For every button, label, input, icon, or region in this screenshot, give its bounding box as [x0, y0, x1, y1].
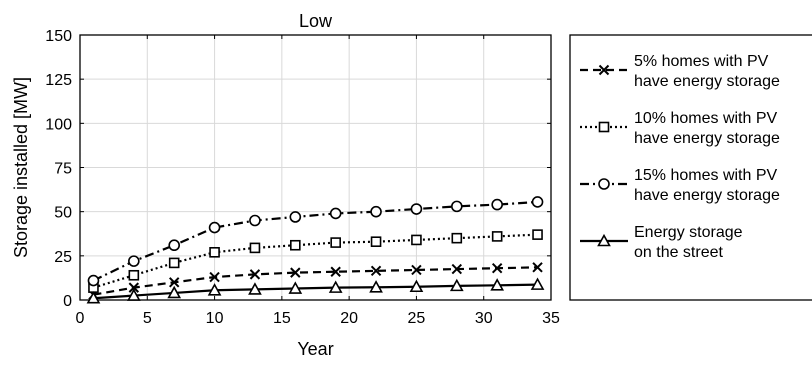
x-tick-label: 15 [273, 310, 291, 327]
data-point [410, 203, 423, 215]
series-4 [86, 277, 545, 304]
chart-title: Low [299, 11, 333, 31]
legend-item-3: 15% homes with PV have energy storage [580, 167, 780, 204]
x-tick-label: 20 [340, 310, 358, 327]
data-point [330, 237, 341, 248]
legend-label: have energy storage [634, 187, 780, 204]
y-tick-label: 125 [45, 72, 72, 89]
data-point [451, 232, 463, 244]
data-point [449, 278, 464, 292]
legend-label: 5% homes with PV [634, 53, 769, 70]
data-point [409, 279, 424, 293]
series-1 [88, 262, 543, 300]
data-point [128, 269, 140, 281]
series-3 [87, 196, 544, 287]
data-point [128, 282, 140, 293]
legend-box [569, 34, 812, 301]
data-point [168, 257, 180, 269]
data-point [207, 283, 222, 296]
axis-ticks: 0 5 10 15 20 25 30 35 0 25 50 75 100 125 150 [45, 28, 560, 327]
y-tick-label: 50 [54, 205, 72, 222]
data-point [290, 239, 301, 251]
legend-label: have energy storage [634, 130, 780, 147]
data-point [128, 255, 140, 267]
x-tick-label: 10 [206, 310, 224, 327]
y-tick-label: 25 [54, 249, 72, 266]
data-point [249, 214, 261, 227]
x-tick-label: 30 [475, 310, 493, 327]
series-line [93, 283, 538, 300]
legend-label: have energy storage [634, 73, 780, 90]
legend-swatch-marker [598, 64, 610, 76]
legend-label: on the street [634, 244, 724, 261]
data-point [532, 229, 543, 240]
series-2 [88, 229, 543, 293]
data-point [369, 280, 383, 293]
data-point [450, 200, 463, 213]
data-point [491, 262, 503, 274]
data-point [411, 264, 422, 276]
data-point [208, 221, 221, 234]
legend-item-1: 5% homes with PV have energy storage [580, 53, 780, 90]
data-point [289, 211, 302, 223]
legend-label: 15% homes with PV [634, 167, 778, 184]
x-tick-label: 0 [76, 310, 85, 327]
series-line [92, 200, 538, 282]
data-point [411, 234, 422, 246]
y-axis-title: Storage installed [MW] [11, 77, 31, 258]
data-point [530, 277, 545, 290]
data-point [532, 262, 543, 273]
legend-item-2: 10% homes with PV have energy storage [580, 110, 780, 147]
data-point [209, 247, 220, 258]
legend-label: Energy storage [634, 224, 743, 241]
data-point [451, 263, 463, 275]
data-point [126, 288, 141, 301]
data-point [328, 280, 343, 293]
data-point [249, 242, 261, 254]
data-point [330, 266, 341, 277]
x-axis-title: Year [297, 339, 333, 359]
data-point [86, 291, 101, 304]
x-tick-label: 35 [542, 310, 560, 327]
data-point [329, 207, 342, 220]
series-line [93, 233, 538, 289]
legend-item-4: Energy storage on the street [580, 224, 743, 261]
legend-swatch-marker [597, 233, 611, 247]
data-point [491, 198, 503, 211]
x-tick-label: 5 [143, 310, 152, 327]
data-point [490, 278, 505, 291]
legend-label: 10% homes with PV [634, 110, 778, 127]
data-point [209, 271, 220, 283]
data-point [167, 285, 182, 299]
data-point [87, 274, 100, 287]
data-point [290, 267, 301, 278]
y-tick-label: 100 [45, 116, 72, 133]
series-group [86, 196, 545, 304]
data-point [370, 265, 382, 277]
y-tick-label: 0 [63, 293, 72, 310]
data-point [168, 277, 180, 288]
y-tick-label: 150 [45, 28, 72, 45]
series-line [93, 266, 538, 296]
legend-swatch-marker [598, 178, 610, 190]
data-point [370, 205, 382, 218]
data-point [249, 269, 261, 280]
legend-swatch-marker [598, 121, 610, 133]
data-point [168, 239, 180, 252]
x-tick-label: 25 [408, 310, 426, 327]
data-point [248, 282, 262, 295]
data-point [370, 236, 382, 247]
data-point [288, 281, 303, 294]
data-point [491, 231, 503, 242]
data-point [531, 196, 544, 208]
y-tick-label: 75 [54, 161, 72, 178]
